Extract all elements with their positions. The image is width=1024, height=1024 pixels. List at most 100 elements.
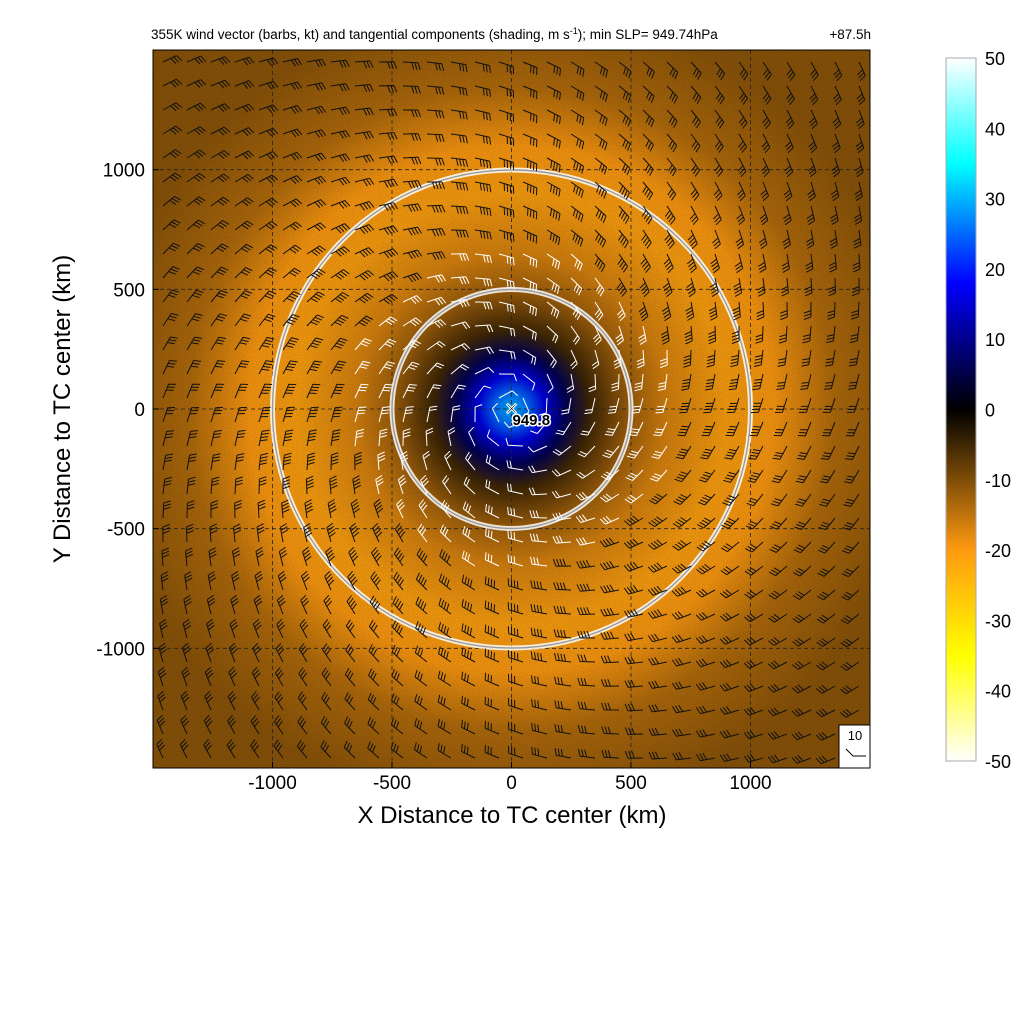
wind-barb [210,196,230,207]
wind-barb [570,109,585,126]
wind-barb [468,426,476,447]
wind-barb [162,336,178,351]
wind-barb [570,157,584,174]
wind-barb [546,157,561,173]
wind-barb [282,244,302,255]
wind-barb [162,476,173,495]
wind-barb [576,559,596,569]
wind-barb [744,589,764,599]
wind-barb [156,738,166,759]
wind-barb [438,597,452,615]
wind-barb [234,406,247,423]
wind-barb [653,421,668,437]
wind-barb [618,133,631,151]
wind-barb [378,108,398,117]
wind-barb [258,197,278,207]
wind-barb [186,407,200,423]
wind-barb [577,630,595,639]
wind-barb [390,717,404,735]
wind-barb [831,133,841,154]
wind-barb [507,602,524,615]
wind-barb [600,469,620,481]
wind-barb [330,223,351,234]
wind-barb [378,293,398,305]
wind-barb [672,728,692,737]
wind-barb [484,744,500,759]
wind-barb [640,253,651,274]
wind-barb [402,85,421,94]
wind-barb [330,292,350,303]
wind-barb [258,406,271,423]
wind-barb [821,421,836,437]
wind-barb [666,157,677,177]
wind-barb [675,445,692,460]
wind-barb [530,580,548,591]
wind-barb [484,576,500,591]
wind-barb [785,109,795,130]
wind-barb [326,522,336,543]
wind-barb [438,646,452,663]
wind-barb [506,483,524,495]
wind-barb [538,397,548,416]
wind-barb [186,500,195,519]
wind-barb [690,181,700,201]
wind-barb [677,421,692,437]
wind-barb [400,451,409,471]
wind-barb [783,205,792,226]
wind-barb [695,729,716,738]
wind-barb [728,373,740,391]
wind-barb [397,474,407,495]
wind-barb [828,253,837,273]
wind-barb [714,157,724,177]
wind-barb [686,277,696,298]
wind-barb [322,643,332,663]
wind-barb [321,691,332,711]
wind-barb [354,60,374,69]
wind-barb [426,405,438,423]
wind-barb [257,499,266,519]
wind-barb [602,445,620,459]
wind-barb [580,421,596,436]
wind-barb [791,661,812,670]
wind-barb [186,149,206,159]
wind-barb [474,253,492,264]
wind-barb [378,225,399,235]
wind-barb [210,56,231,65]
plot-area [153,50,870,768]
wind-barb [815,731,836,741]
wind-barb [369,595,381,615]
wind-barb [186,55,207,65]
wind-barb [282,406,295,423]
wind-barb [522,325,537,341]
y-axis-label: Y Distance to TC center (km) [49,255,76,564]
wind-barb [642,61,655,79]
wind-barb [186,126,207,135]
wind-barb [575,514,596,523]
wind-barb [461,671,476,687]
wind-barb [282,360,298,375]
wind-barb [841,589,860,601]
wind-barb [546,253,561,270]
wind-barb [438,573,452,591]
wind-barb [793,565,812,577]
wind-barb [450,405,461,423]
wind-barb [474,85,491,97]
wind-barb [474,366,495,375]
wind-barb [378,361,395,375]
wind-barb [743,706,764,716]
wind-barb [279,523,289,543]
wind-barb [760,157,770,178]
wind-barb [426,384,442,399]
wind-barb [847,373,860,390]
wind-barb [625,469,644,482]
wind-barb [282,175,303,184]
wind-barb [450,205,469,215]
wind-barb [507,506,524,519]
wind-barb [368,644,380,663]
wind-barb [797,421,812,437]
wind-barb [182,618,192,639]
colorbar-ticks: 50 40 30 20 10 0 -10 -20 -30 -40 -50 [985,49,1011,772]
wind-barb [282,476,291,495]
wind-barb [250,715,260,735]
wind-barb [210,243,229,255]
